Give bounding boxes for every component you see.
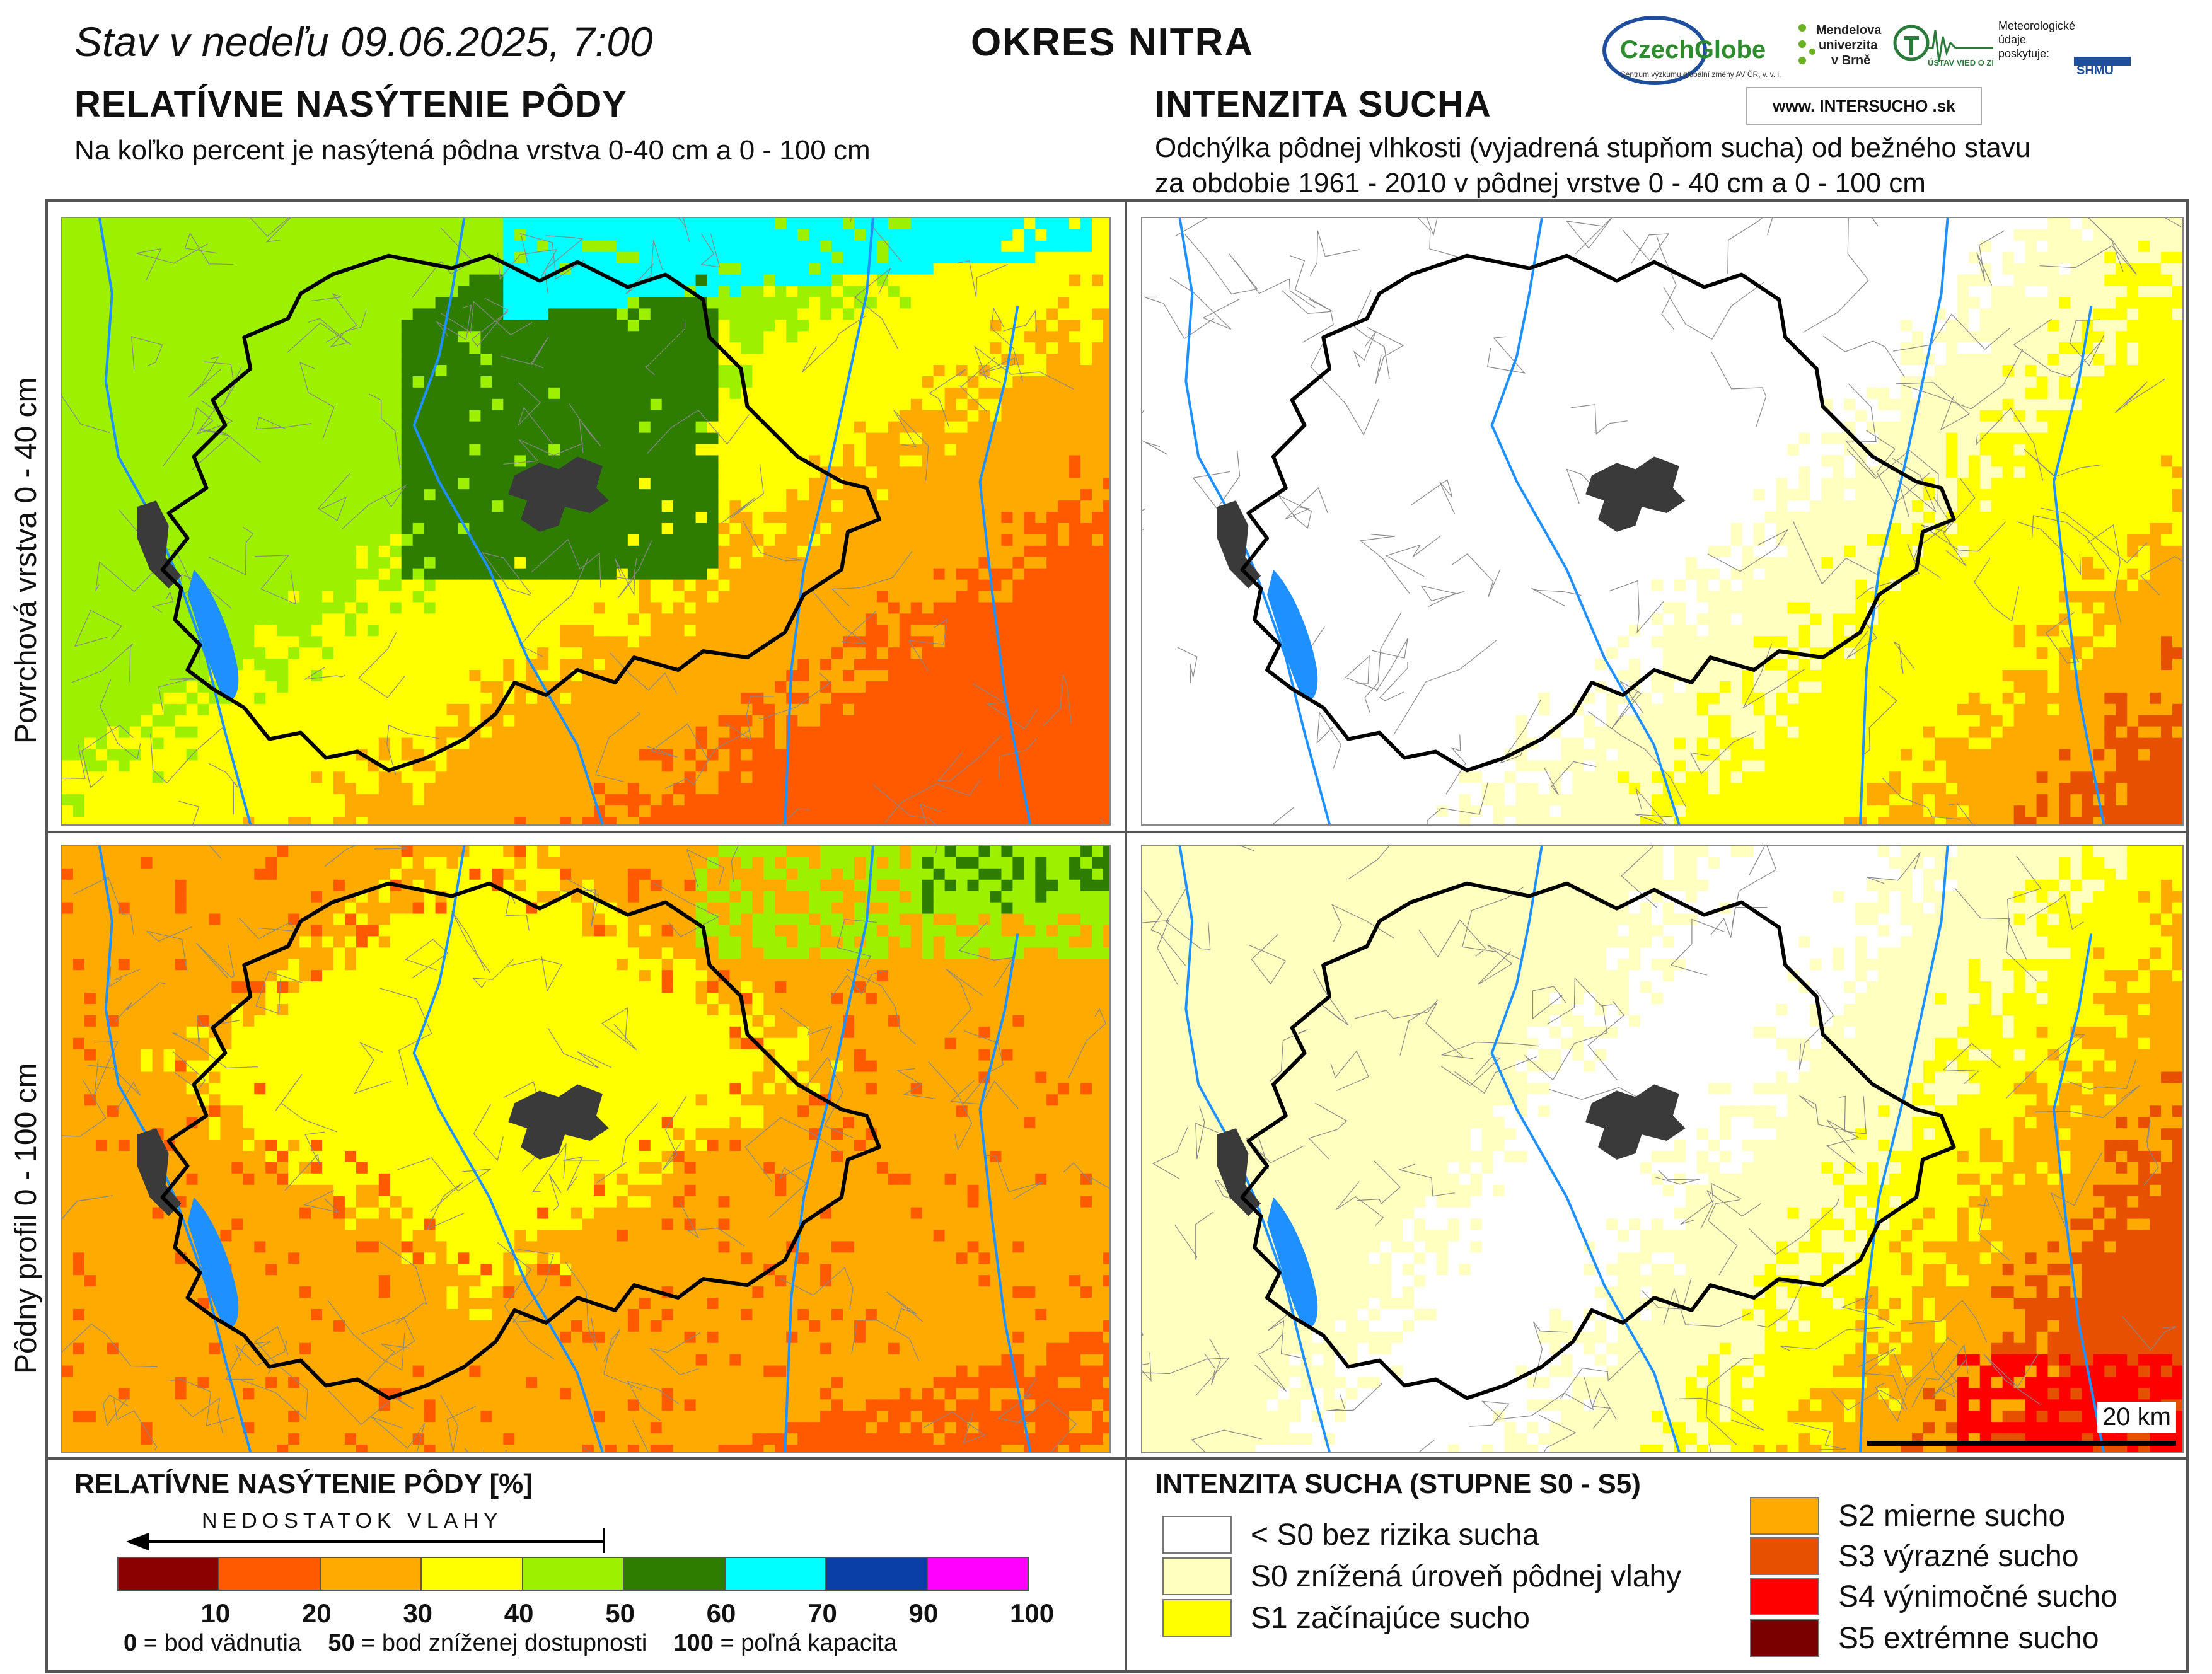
drought-subtitle-1: Odchýlka pôdnej vlhkosti (vyjadrená stup… [1155, 130, 2030, 166]
saturation-tick-label: 100 [1010, 1598, 1054, 1629]
saturation-swatch [420, 1557, 523, 1591]
drought-class-label: S4 výnimočné sucho [1838, 1579, 2117, 1614]
uvz-logo: ÚSTAV VIED O ZEMI [1892, 18, 2006, 87]
svg-text:Centrum výzkumu globální změny: Centrum výzkumu globální změny AV ČR, v.… [1620, 69, 1781, 79]
drought-class-item: < S0 bez rizika sucha [1162, 1514, 1539, 1556]
intersucho-logo: www. INTERSUCHO .sk [1746, 87, 1982, 125]
drought-class-swatch [1162, 1557, 1232, 1595]
scale-bar: 20 km [1867, 1402, 2182, 1452]
drought-class-item: S5 extrémne sucho [1750, 1617, 2099, 1659]
drought-class-label: S1 začínajúce sucho [1251, 1601, 1530, 1636]
drought-class-swatch [1162, 1516, 1232, 1554]
row-label-profile: Pôdny profil 0 - 100 cm [9, 1063, 43, 1374]
saturation-tick-label: 60 [707, 1598, 736, 1629]
panel-divider-vertical [1125, 199, 1127, 1673]
drought-class-swatch [1750, 1578, 1819, 1615]
panel-divider-legend [45, 1457, 2189, 1460]
saturation-swatch [825, 1557, 928, 1591]
drought-class-swatch [1750, 1497, 1819, 1535]
saturation-ticks: 10 20 30 40 50 60 70 90 100 [117, 1595, 1054, 1629]
map-drought-profile [1141, 845, 2184, 1453]
saturation-swatch [218, 1557, 321, 1591]
drought-class-label: < S0 bez rizika sucha [1251, 1518, 1539, 1552]
row-label-topsoil: Povrchová vrstva 0 - 40 cm [9, 377, 43, 744]
drought-class-label: S3 výrazné sucho [1838, 1539, 2079, 1574]
svg-text:univerzita: univerzita [1819, 38, 1878, 52]
saturation-swatch [623, 1557, 726, 1591]
drought-class-item: S3 výrazné sucho [1750, 1535, 2079, 1577]
saturation-tick-label: 20 [302, 1598, 332, 1629]
drought-class-item: S4 výnimočné sucho [1750, 1576, 2117, 1617]
saturation-color-bar [117, 1557, 1029, 1592]
drought-class-swatch [1750, 1537, 1819, 1575]
drought-class-item: S0 znížená úroveň pôdnej vlahy [1162, 1556, 1681, 1597]
drought-title: INTENZITA SUCHA [1155, 83, 1491, 125]
partner-logos: CzechGlobe Centrum výzkumu globální změn… [1601, 8, 2156, 125]
drought-class-item: S2 mierne sucho [1750, 1495, 2065, 1537]
deficit-arrow: NEDOSTATOK VLAHY [126, 1509, 605, 1553]
saturation-swatch [319, 1557, 422, 1591]
panel-divider-middle [45, 831, 2189, 833]
meteo-provider-label: Meteorologické údaje poskytuje: [1998, 19, 2080, 82]
drought-legend-title: INTENZITA SUCHA (STUPNE S0 - S5) [1155, 1469, 1641, 1500]
saturation-swatch [117, 1557, 220, 1591]
svg-text:CzechGlobe: CzechGlobe [1620, 36, 1766, 64]
saturation-swatch [724, 1557, 827, 1591]
scale-label: 20 km [2097, 1402, 2176, 1433]
saturation-tick-label: 50 [605, 1598, 635, 1629]
saturation-legend-note: 0 = bod vädnutia 50 = bod zníženej dostu… [124, 1630, 897, 1657]
drought-subtitle-2: za obdobie 1961 - 2010 v pôdnej vrstve 0… [1155, 165, 1926, 202]
svg-text:Mendelova: Mendelova [1816, 23, 1882, 37]
saturation-swatch [521, 1557, 625, 1591]
saturation-title: RELATÍVNE NASÝTENIE PÔDY [74, 83, 627, 125]
saturation-swatch [926, 1557, 1029, 1591]
panel-frame [45, 199, 2189, 1673]
drought-class-label: S0 znížená úroveň pôdnej vlahy [1251, 1559, 1681, 1594]
saturation-legend-title: RELATÍVNE NASÝTENIE PÔDY [%] [74, 1469, 533, 1500]
saturation-tick-label: 40 [504, 1598, 534, 1629]
drought-class-item: S1 začínajúce sucho [1162, 1597, 1530, 1639]
svg-text:v Brně: v Brně [1831, 54, 1870, 67]
map-saturation-profile [61, 845, 1111, 1453]
shmu-logo: SHMÚ [2068, 43, 2143, 81]
drought-class-label: S2 mierne sucho [1838, 1499, 2065, 1533]
map-saturation-topsoil [61, 217, 1111, 826]
saturation-tick-label: 90 [909, 1598, 939, 1629]
map-drought-topsoil [1141, 217, 2184, 826]
district-heading: OKRES NITRA [971, 20, 1254, 65]
czechglobe-logo: CzechGlobe Centrum výzkumu globální změn… [1601, 14, 1790, 89]
drought-class-swatch [1750, 1619, 1819, 1657]
svg-text:ÚSTAV VIED O ZEMI: ÚSTAV VIED O ZEMI [1928, 58, 1993, 67]
saturation-tick-label: 30 [403, 1598, 432, 1629]
saturation-tick-label: 10 [200, 1598, 230, 1629]
drought-class-swatch [1162, 1599, 1232, 1637]
mendel-university-logo: Mendelova univerzita v Brně [1793, 14, 1888, 89]
svg-text:SHMÚ: SHMÚ [2076, 62, 2114, 78]
saturation-subtitle: Na koľko percent je nasýtená pôdna vrstv… [74, 132, 871, 169]
drought-class-label: S5 extrémne sucho [1838, 1621, 2099, 1656]
saturation-tick-label: 70 [808, 1598, 837, 1629]
date-heading: Stav v nedeľu 09.06.2025, 7:00 [74, 18, 653, 66]
